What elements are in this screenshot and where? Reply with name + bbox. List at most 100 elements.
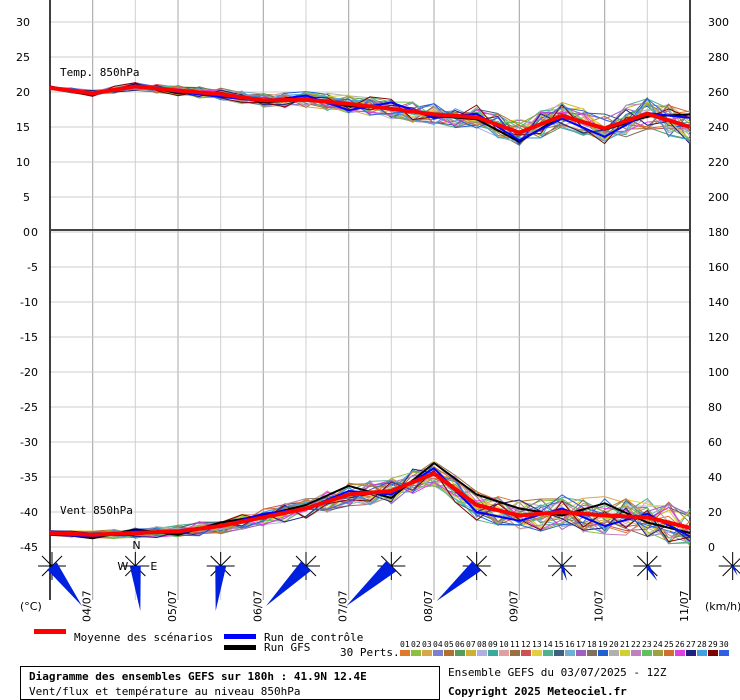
- compass-w: W: [117, 560, 128, 573]
- pert-legend-swatch: [521, 650, 531, 656]
- pert-legend-swatch: [675, 650, 685, 656]
- wind-right-tick: 40: [708, 471, 722, 484]
- pert-legend-label: 25: [664, 640, 674, 649]
- pert-legend-label: 17: [576, 640, 586, 649]
- pert-legend-swatch: [686, 650, 696, 656]
- pert-legend-swatch: [653, 650, 663, 656]
- temp-panel-label: Temp. 850hPa: [60, 66, 139, 79]
- pert-legend-swatch: [400, 650, 410, 656]
- wind-left-tick: -40: [20, 506, 38, 519]
- pert-legend-swatch: [488, 650, 498, 656]
- wind-rose: [633, 552, 662, 581]
- pert-legend-swatch: [411, 650, 421, 656]
- chart-subtitle: Vent/flux et température au niveau 850hP…: [29, 685, 301, 698]
- x-date-label: 08/07: [422, 590, 435, 622]
- wind-left-tick: -5: [27, 261, 38, 274]
- pert-legend-label: 30: [719, 640, 729, 649]
- wind-rose: [436, 552, 491, 601]
- pert-legend-swatch: [565, 650, 575, 656]
- pert-legend-label: 10: [499, 640, 509, 649]
- wind-arrow: [129, 565, 141, 611]
- pert-legend-swatch: [455, 650, 465, 656]
- perturbation-lines: [49, 82, 691, 546]
- wind-arrow: [560, 565, 567, 581]
- pert-legend-label: 01: [400, 640, 410, 649]
- pert-legend-swatch: [697, 650, 707, 656]
- chart-title: Diagramme des ensembles GEFS sur 180h : …: [29, 670, 367, 683]
- pert-legend-label: 18: [587, 640, 597, 649]
- wind-left-tick: -25: [20, 401, 38, 414]
- wind-left-tick: -10: [20, 296, 38, 309]
- wind-left-tick: -30: [20, 436, 38, 449]
- pert-legend-label: 05: [444, 640, 454, 649]
- wind-left-tick: 0: [31, 226, 38, 239]
- temp-pert-line: [49, 84, 691, 145]
- temp-left-tick: 15: [16, 121, 30, 134]
- temp-left-tick: 25: [16, 51, 30, 64]
- legend-control-label: Run de contrôle: [264, 631, 363, 644]
- pert-legend-label: 07: [466, 640, 476, 649]
- legend-gfs-label: Run GFS: [264, 641, 310, 654]
- wind-right-tick: 160: [708, 261, 729, 274]
- pert-legend-label: 19: [598, 640, 608, 649]
- wind-panel-label: Vent 850hPa: [60, 504, 133, 517]
- wind-rose: [718, 552, 740, 580]
- pert-legend-swatch: [477, 650, 487, 656]
- legend-perts-label: 30 Perts.: [340, 646, 400, 659]
- wind-right-tick: 100: [708, 366, 729, 379]
- wind-arrow: [346, 560, 397, 606]
- title-box: Diagramme des ensembles GEFS sur 180h : …: [20, 666, 440, 700]
- wind-mean-line: [49, 471, 691, 537]
- perts-legend: 01 02 03 04 05 06 07 08 09 10 11 12 13 14 15 16 17 18 19 20…: [400, 640, 729, 656]
- wind-right-tick: 20: [708, 506, 722, 519]
- right-axis-unit: (km/h): [705, 600, 740, 613]
- pert-legend-label: 27: [686, 640, 696, 649]
- compass-n: N: [132, 539, 140, 552]
- pert-legend-label: 08: [477, 640, 487, 649]
- temp-right-tick: 220: [708, 156, 729, 169]
- x-date-label: 06/07: [251, 590, 264, 622]
- ensemble-run-label: Ensemble GEFS du 03/07/2025 - 12Z: [448, 666, 667, 679]
- x-date-label: 05/07: [166, 590, 179, 622]
- legend-control-swatch: [224, 634, 256, 639]
- pert-legend-label: 09: [488, 640, 498, 649]
- copyright-label: Copyright 2025 Meteociel.fr: [448, 685, 627, 698]
- axes: 3025201510503002802602402202000-5-10-15-…: [16, 0, 729, 600]
- pert-legend-swatch: [576, 650, 586, 656]
- wind-arrow: [436, 561, 481, 601]
- wind-left-tick: -35: [20, 471, 38, 484]
- compass-stroke: [124, 555, 146, 577]
- wind-pert-line: [49, 462, 691, 538]
- left-axis-unit: (°C): [20, 600, 42, 613]
- pert-legend-label: 24: [653, 640, 663, 649]
- wind-left-tick: -15: [20, 331, 38, 344]
- pert-legend-label: 13: [532, 640, 542, 649]
- x-date-label: 11/07: [678, 590, 691, 622]
- wind-arrow: [645, 564, 658, 581]
- compass-stroke: [636, 555, 658, 577]
- temp-mean-line: [49, 84, 691, 135]
- pert-legend-label: 11: [510, 640, 520, 649]
- temp-right-tick: 300: [708, 16, 729, 29]
- temp-left-tick: 10: [16, 156, 30, 169]
- wind-left-tick: -45: [20, 541, 38, 554]
- x-date-label: 09/07: [507, 590, 520, 622]
- pert-legend-swatch: [708, 650, 718, 656]
- wind-arrow: [731, 565, 738, 576]
- pert-legend-label: 04: [433, 640, 443, 649]
- temp-left-tick: 20: [16, 86, 30, 99]
- pert-legend-label: 14: [543, 640, 553, 649]
- pert-legend-label: 29: [708, 640, 718, 649]
- x-date-label: 10/07: [593, 590, 606, 622]
- pert-legend-swatch: [444, 650, 454, 656]
- pert-legend-swatch: [422, 650, 432, 656]
- pert-legend-label: 23: [642, 640, 652, 649]
- temp-left-tick: 30: [16, 16, 30, 29]
- legend-mean-swatch: [34, 629, 66, 634]
- temp-right-tick: 200: [708, 191, 729, 204]
- x-date-label: 07/07: [337, 590, 350, 622]
- wind-rose: [548, 552, 576, 581]
- legend-mean-label: Moyenne des scénarios: [74, 631, 213, 644]
- wind-right-tick: 180: [708, 226, 729, 239]
- wind-pert-line: [49, 475, 691, 541]
